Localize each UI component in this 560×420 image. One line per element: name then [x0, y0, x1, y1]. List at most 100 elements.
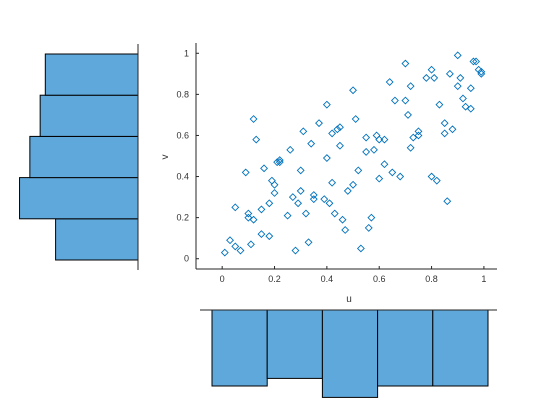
scatter-point	[349, 86, 357, 95]
scatter-point	[375, 174, 384, 183]
scatter-point	[409, 133, 418, 142]
scatter-point	[328, 129, 337, 138]
x-tick-label: 0.2	[268, 274, 281, 284]
scatter-point	[309, 191, 318, 199]
scatter-point	[249, 115, 258, 123]
scatter-point	[270, 189, 279, 197]
scatter-point	[231, 203, 240, 212]
scatter-point	[341, 226, 350, 234]
scatter-point	[401, 59, 410, 68]
scatter-point	[362, 147, 371, 156]
scatter-point	[430, 73, 439, 82]
scatter-point	[338, 215, 347, 224]
scatter-point	[466, 104, 475, 113]
side-histogram-bar	[19, 177, 139, 220]
scatter-point	[307, 139, 316, 148]
y-tick-label: 0.6	[176, 130, 189, 140]
scatter-point	[445, 69, 454, 78]
scatter-point	[396, 172, 405, 181]
scatter-point	[372, 131, 381, 140]
scatter-point	[249, 215, 258, 224]
scatter-point	[440, 129, 449, 138]
scatter-point	[322, 154, 331, 162]
scatter-point	[432, 176, 441, 185]
scatter-point	[273, 158, 282, 167]
scatter-point	[380, 160, 389, 169]
scatter-ticks: 0 0.2 0.4 0.6 0.8 1 0 0.2 0.4 0.6 0.8 1	[176, 48, 486, 284]
scatter-point	[315, 119, 323, 128]
scatter-point	[252, 135, 261, 144]
scatter-point	[267, 176, 276, 185]
scatter-point	[461, 102, 470, 111]
scatter-point	[244, 213, 253, 222]
scatter-point	[435, 100, 444, 109]
scatter-point	[362, 133, 371, 142]
scatter-point	[301, 209, 310, 218]
scatter-point	[354, 166, 363, 175]
scatter-point	[320, 195, 329, 204]
side-histogram-bar	[44, 53, 139, 96]
scatter-point	[330, 209, 339, 218]
x-tick-label: 0	[220, 274, 225, 284]
scatter-point	[443, 197, 452, 206]
scatter-point	[231, 242, 240, 251]
scatter-point	[448, 125, 457, 134]
scatter-point	[351, 115, 360, 123]
scatter-point	[406, 143, 415, 152]
scatter-point	[472, 57, 480, 66]
scatter-point	[283, 211, 292, 220]
scatter-point	[275, 156, 284, 165]
scatter-point	[304, 238, 313, 247]
side-histogram	[19, 44, 139, 270]
top-histogram-bar	[211, 309, 268, 387]
scatter-point	[477, 69, 486, 78]
scatter-point	[414, 131, 423, 140]
scatter-point	[343, 186, 352, 195]
scatter-point	[265, 199, 274, 208]
x-tick-label: 0.4	[321, 274, 334, 284]
scatter-point	[296, 186, 305, 195]
scatter-point	[257, 205, 266, 214]
scatter-point	[469, 57, 478, 66]
scatter-point	[453, 51, 462, 60]
top-histogram-bar	[432, 309, 489, 387]
scatter-point	[336, 141, 344, 150]
scatter-point	[275, 158, 284, 167]
scatter-point	[440, 119, 449, 128]
scatter-point	[406, 82, 415, 91]
scatter-point	[220, 248, 229, 257]
scatter-point	[356, 244, 365, 253]
scatter-point	[375, 135, 384, 144]
scatter-point	[241, 168, 250, 177]
scatter-point	[291, 246, 300, 255]
scatter-point	[404, 110, 412, 119]
scatter-point	[309, 195, 318, 204]
scatter-point	[286, 145, 295, 154]
x-tick-label: 0.8	[425, 274, 438, 284]
y-tick-label: 0	[184, 254, 189, 264]
scatter-point	[367, 213, 376, 222]
scatter-point	[401, 96, 410, 105]
scatter-point	[325, 199, 334, 208]
side-histogram-bar	[55, 218, 139, 261]
scatter-point	[364, 223, 373, 232]
scatter-axes	[195, 43, 497, 270]
x-tick-label: 1	[481, 274, 486, 284]
scatter-point	[388, 168, 397, 177]
y-tick-label: 0.2	[176, 213, 189, 223]
x-tick-label: 0.6	[373, 274, 386, 284]
scatter-point	[328, 178, 337, 187]
scatter-point	[265, 232, 274, 241]
top-histogram-bar	[321, 309, 379, 398]
scatter-point	[260, 164, 268, 173]
top-histogram-bar	[266, 309, 323, 379]
scatter-point	[294, 199, 303, 208]
top-histogram	[200, 309, 497, 398]
scatter-point	[427, 65, 436, 74]
scatter-point	[257, 230, 266, 239]
scatter-point	[385, 78, 394, 86]
y-tick-label: 0.8	[176, 89, 189, 99]
y-tick-label: 1	[184, 48, 189, 58]
top-histogram-bar	[377, 309, 434, 387]
